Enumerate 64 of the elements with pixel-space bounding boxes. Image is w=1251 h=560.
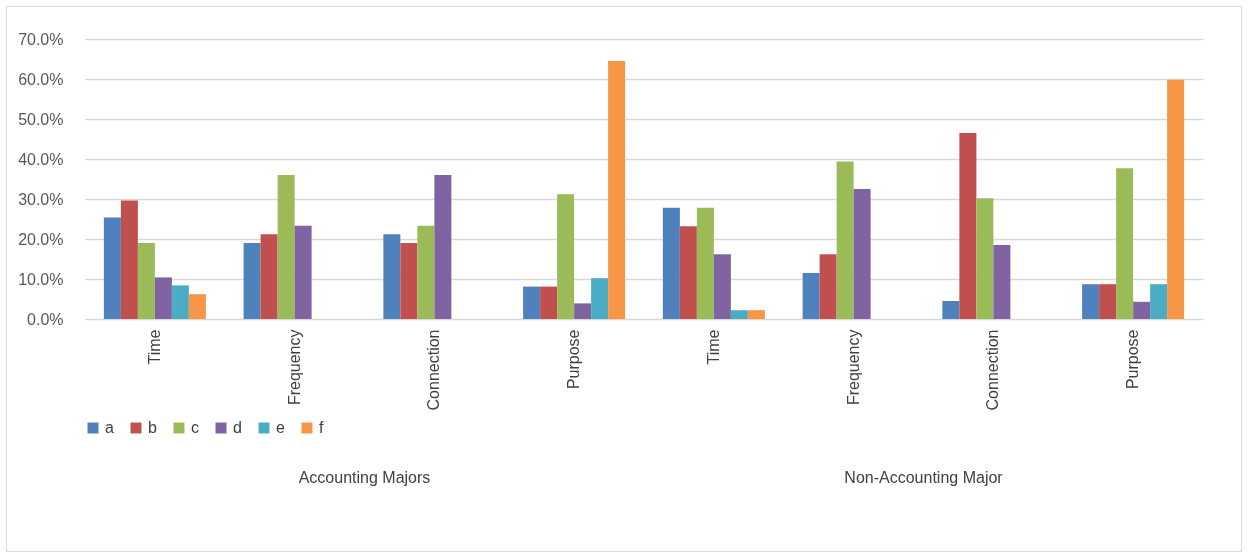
bar (747, 310, 765, 319)
y-tick-label: 60.0% (18, 70, 64, 88)
bar (993, 245, 1011, 319)
bar (819, 254, 837, 319)
bar (574, 303, 592, 319)
bar (383, 234, 401, 319)
legend-label: f (319, 419, 324, 436)
bar (679, 226, 697, 319)
bar (836, 161, 854, 319)
bar (662, 207, 680, 319)
x-tick-label: Connection (425, 329, 443, 411)
y-tick-label: 30.0% (18, 190, 64, 208)
text: Non-Accounting Major (844, 469, 1004, 486)
bar (243, 243, 261, 319)
bar (1082, 284, 1100, 319)
x-tick-label: Time (145, 329, 163, 365)
bar (1133, 301, 1151, 319)
x-tick-label: Frequency (285, 329, 303, 406)
bar (137, 243, 155, 319)
legend-label: c (191, 419, 199, 436)
bar (417, 225, 435, 319)
bar (277, 175, 295, 319)
legend-label: b (148, 419, 157, 436)
bar (608, 61, 626, 319)
x-tick-label: Frequency (844, 329, 862, 406)
bar (171, 285, 189, 319)
bar (1099, 284, 1117, 319)
bar (853, 189, 871, 319)
bar (1167, 79, 1185, 319)
bar (523, 286, 541, 319)
bar (959, 133, 977, 319)
x-tick-label: Purpose (1124, 329, 1142, 390)
text: Accounting Majors (298, 469, 431, 486)
bar (942, 301, 960, 319)
y-tick-label: 20.0% (18, 230, 64, 248)
bar (730, 310, 748, 319)
bar (557, 194, 575, 319)
bar (696, 207, 714, 319)
bar (154, 277, 172, 319)
x-tick-label: Time (704, 329, 722, 365)
bar (1116, 168, 1134, 319)
bar (802, 273, 820, 319)
bar (103, 217, 121, 319)
y-tick-label: 40.0% (18, 150, 64, 168)
y-tick-label: 50.0% (18, 110, 64, 128)
legend-label: e (276, 419, 285, 436)
legend-label: d (233, 419, 242, 436)
legend-label: a (105, 419, 114, 436)
bar (434, 175, 452, 319)
bar (294, 225, 312, 319)
bar (976, 198, 994, 319)
bar (591, 278, 609, 319)
y-tick-label: 70.0% (18, 30, 64, 48)
bar (400, 243, 418, 319)
bar (188, 294, 206, 319)
x-tick-label: Connection (984, 329, 1002, 411)
x-tick-label: Purpose (565, 329, 583, 390)
bar (540, 286, 558, 319)
y-tick-label: 10.0% (18, 270, 64, 288)
bar (260, 234, 278, 319)
bar (713, 254, 731, 319)
y-tick-label: 0.0% (27, 310, 64, 328)
bar (120, 200, 138, 319)
bar (1150, 284, 1168, 319)
